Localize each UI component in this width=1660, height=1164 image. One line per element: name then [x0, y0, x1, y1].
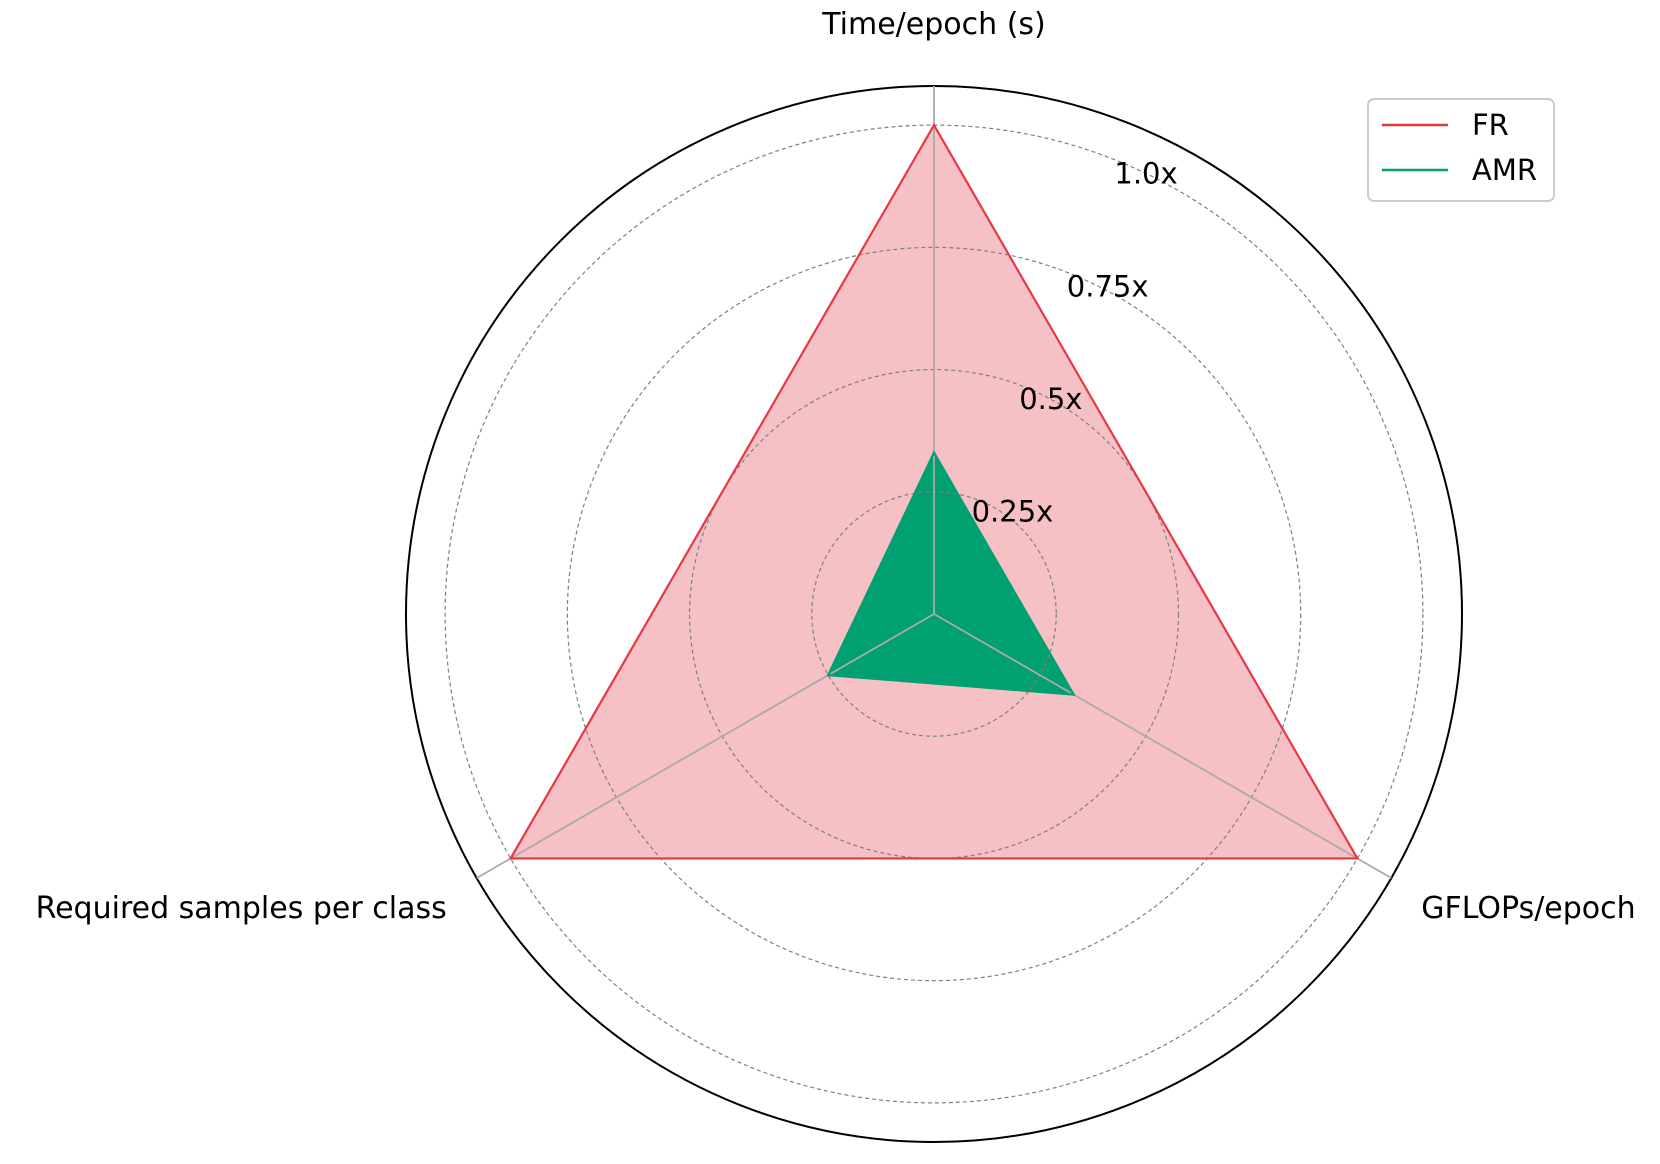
series-edges: [508, 122, 1360, 860]
series-area-amr: [828, 452, 1074, 695]
radar-grid: [405, 85, 1463, 1143]
ring-tick-label: 0.5x: [1019, 382, 1082, 416]
radar-labels: 0.25x 0.5x 0.75x 1.0x Time/epoch (s) GFLOPs/e…: [36, 7, 1636, 926]
spoke-line: [933, 613, 1392, 879]
legend-label-amr: AMR: [1472, 153, 1537, 187]
spoke-line: [476, 613, 935, 879]
axis-label: Time/epoch (s): [821, 7, 1045, 42]
ring-tick-label: 0.75x: [1067, 269, 1149, 303]
ring-gridline: [566, 246, 1302, 982]
legend-label-fr: FR: [1472, 108, 1509, 142]
ring-tick-label: 1.0x: [1114, 157, 1177, 191]
legend: FR AMR: [1367, 98, 1555, 202]
axis-label: GFLOPs/epoch: [1421, 891, 1635, 926]
axis-label: Required samples per class: [36, 891, 447, 926]
ring-tick-label: 0.25x: [972, 494, 1054, 528]
series-outline-fr: [508, 122, 1360, 860]
series-outline-amr: [826, 450, 1076, 696]
